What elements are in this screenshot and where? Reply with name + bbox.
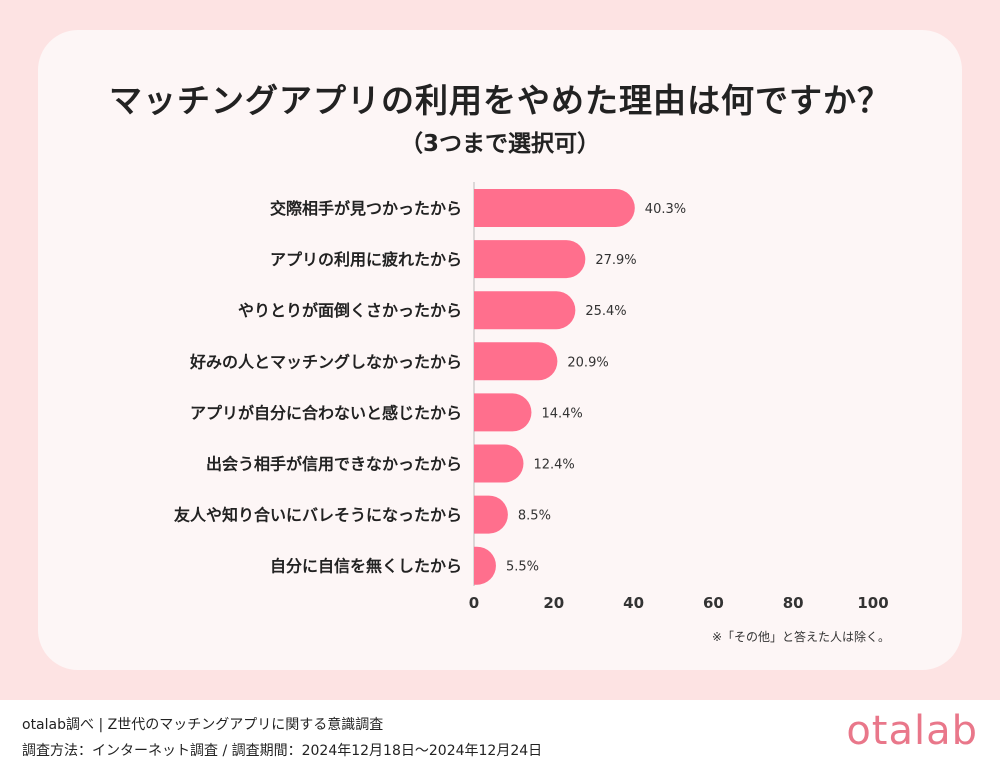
bar xyxy=(474,495,508,534)
footer-method: 調査方法：インターネット調査 / 調査期間：2024年12月18日〜2024年1… xyxy=(22,743,543,759)
x-tick-label: 80 xyxy=(783,594,804,612)
footnote: ※「その他」と答えた人は除く。 xyxy=(711,630,890,644)
category-label: 自分に自信を無くしたから xyxy=(270,557,462,576)
category-label: アプリが自分に合わないと感じたから xyxy=(190,403,462,422)
bar xyxy=(474,240,586,279)
value-label: 27.9% xyxy=(595,253,636,268)
chart-title: マッチングアプリの利用をやめた理由は何ですか？ xyxy=(109,81,891,120)
chart-subtitle: （3つまで選択可） xyxy=(399,131,600,157)
footer: otalab調べ | Z世代のマッチングアプリに関する意識調査 調査方法：インタ… xyxy=(0,700,1000,773)
value-label: 8.5% xyxy=(518,509,551,524)
category-label: 友人や知り合いにバレそうになったから xyxy=(174,506,462,525)
x-tick-label: 100 xyxy=(857,594,888,612)
value-label: 14.4% xyxy=(541,406,582,421)
x-tick-label: 60 xyxy=(703,594,724,612)
category-label: 出会う相手が信用できなかったから xyxy=(206,455,462,474)
value-label: 12.4% xyxy=(533,458,574,473)
bar xyxy=(474,291,576,330)
value-label: 25.4% xyxy=(585,304,626,319)
bar xyxy=(474,546,496,585)
x-tick-label: 40 xyxy=(623,594,644,612)
x-tick-label: 0 xyxy=(469,594,479,612)
footer-source: otalab調べ | Z世代のマッチングアプリに関する意識調査 xyxy=(22,717,384,733)
bar-chart: 交際相手が見つかったから 40.3% アプリの利用に疲れたから 27.9% やりとりが面… xyxy=(174,182,889,612)
category-label: 交際相手が見つかったから xyxy=(270,199,462,218)
bar xyxy=(474,393,532,432)
value-label: 5.5% xyxy=(506,560,539,575)
category-label: やりとりが面倒くさかったから xyxy=(238,301,462,320)
bar xyxy=(474,189,635,227)
bar xyxy=(474,342,558,381)
value-label: 40.3% xyxy=(645,202,686,217)
otalab-logo[interactable]: otalab xyxy=(846,708,978,754)
bar xyxy=(474,444,524,483)
category-label: 好みの人とマッチングしなかったから xyxy=(189,352,462,371)
value-label: 20.9% xyxy=(567,355,608,370)
x-tick-label: 20 xyxy=(543,594,564,612)
category-label: アプリの利用に疲れたから xyxy=(270,250,462,269)
